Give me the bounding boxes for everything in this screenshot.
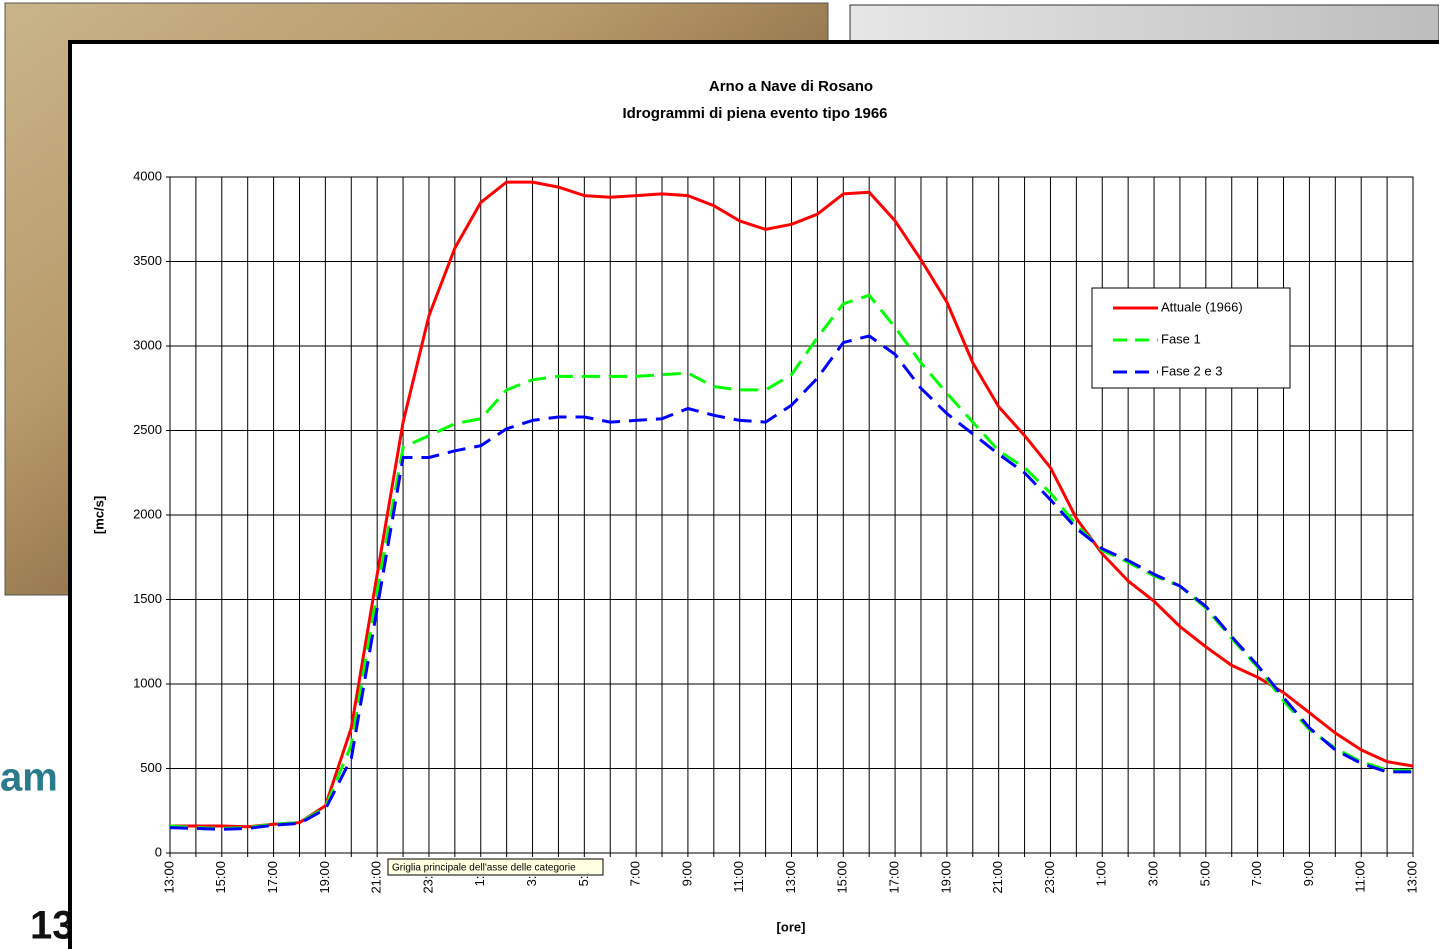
y-tick-label: 0 bbox=[155, 844, 162, 859]
x-tick-label: 1:00 bbox=[1094, 861, 1109, 886]
x-tick-label: 17:00 bbox=[887, 861, 902, 894]
chart-subtitle: Idrogrammi di piena evento tipo 1966 bbox=[622, 105, 887, 122]
x-tick-label: 9:00 bbox=[1301, 861, 1316, 886]
x-tick-label: 11:00 bbox=[731, 861, 746, 893]
x-tick-label: 17:00 bbox=[265, 861, 280, 894]
chart-panel bbox=[70, 42, 1439, 949]
photo bbox=[850, 5, 1439, 45]
legend-label: Attuale (1966) bbox=[1161, 299, 1243, 314]
y-tick-label: 4000 bbox=[133, 168, 162, 183]
slide-number: 13 bbox=[30, 904, 75, 948]
y-tick-label: 3500 bbox=[133, 253, 162, 268]
x-tick-label: 15:00 bbox=[213, 861, 228, 894]
tooltip-text: Griglia principale dell'asse delle categ… bbox=[392, 863, 576, 874]
y-tick-label: 1000 bbox=[133, 675, 162, 690]
legend-label: Fase 1 bbox=[1161, 331, 1201, 346]
x-tick-label: 7:00 bbox=[1249, 861, 1264, 886]
slide: am 13 Arno a Nave di Rosano Idrogrammi d… bbox=[0, 0, 1439, 949]
x-tick-label: 13:00 bbox=[161, 861, 176, 894]
x-tick-label: 9:00 bbox=[679, 861, 694, 886]
x-tick-label: 19:00 bbox=[938, 861, 953, 894]
x-tick-label: 15:00 bbox=[835, 861, 850, 894]
y-tick-label: 2000 bbox=[133, 506, 162, 521]
x-tick-label: 13:00 bbox=[783, 861, 798, 894]
x-tick-label: 3:00 bbox=[1145, 861, 1160, 886]
x-tick-label: 23:00 bbox=[1042, 861, 1057, 894]
y-tick-label: 1500 bbox=[133, 591, 162, 606]
y-axis-label: [mc/s] bbox=[91, 496, 106, 534]
x-axis-label: [ore] bbox=[777, 919, 806, 934]
legend-label: Fase 2 e 3 bbox=[1161, 363, 1222, 378]
x-tick-label: 21:00 bbox=[990, 861, 1005, 894]
x-tick-label: 11:00 bbox=[1353, 861, 1368, 893]
x-tick-label: 19:00 bbox=[317, 861, 332, 894]
x-tick-label: 5:00 bbox=[1197, 861, 1212, 886]
y-tick-label: 2500 bbox=[133, 422, 162, 437]
slide-text: am bbox=[0, 756, 58, 800]
y-tick-label: 500 bbox=[140, 760, 162, 775]
page: am 13 Arno a Nave di Rosano Idrogrammi d… bbox=[0, 0, 1439, 949]
x-tick-label: 7:00 bbox=[628, 861, 643, 886]
x-tick-label: 21:00 bbox=[369, 861, 384, 894]
y-tick-label: 3000 bbox=[133, 337, 162, 352]
x-tick-label: 13:00 bbox=[1404, 861, 1419, 894]
chart-title: Arno a Nave di Rosano bbox=[709, 78, 873, 95]
